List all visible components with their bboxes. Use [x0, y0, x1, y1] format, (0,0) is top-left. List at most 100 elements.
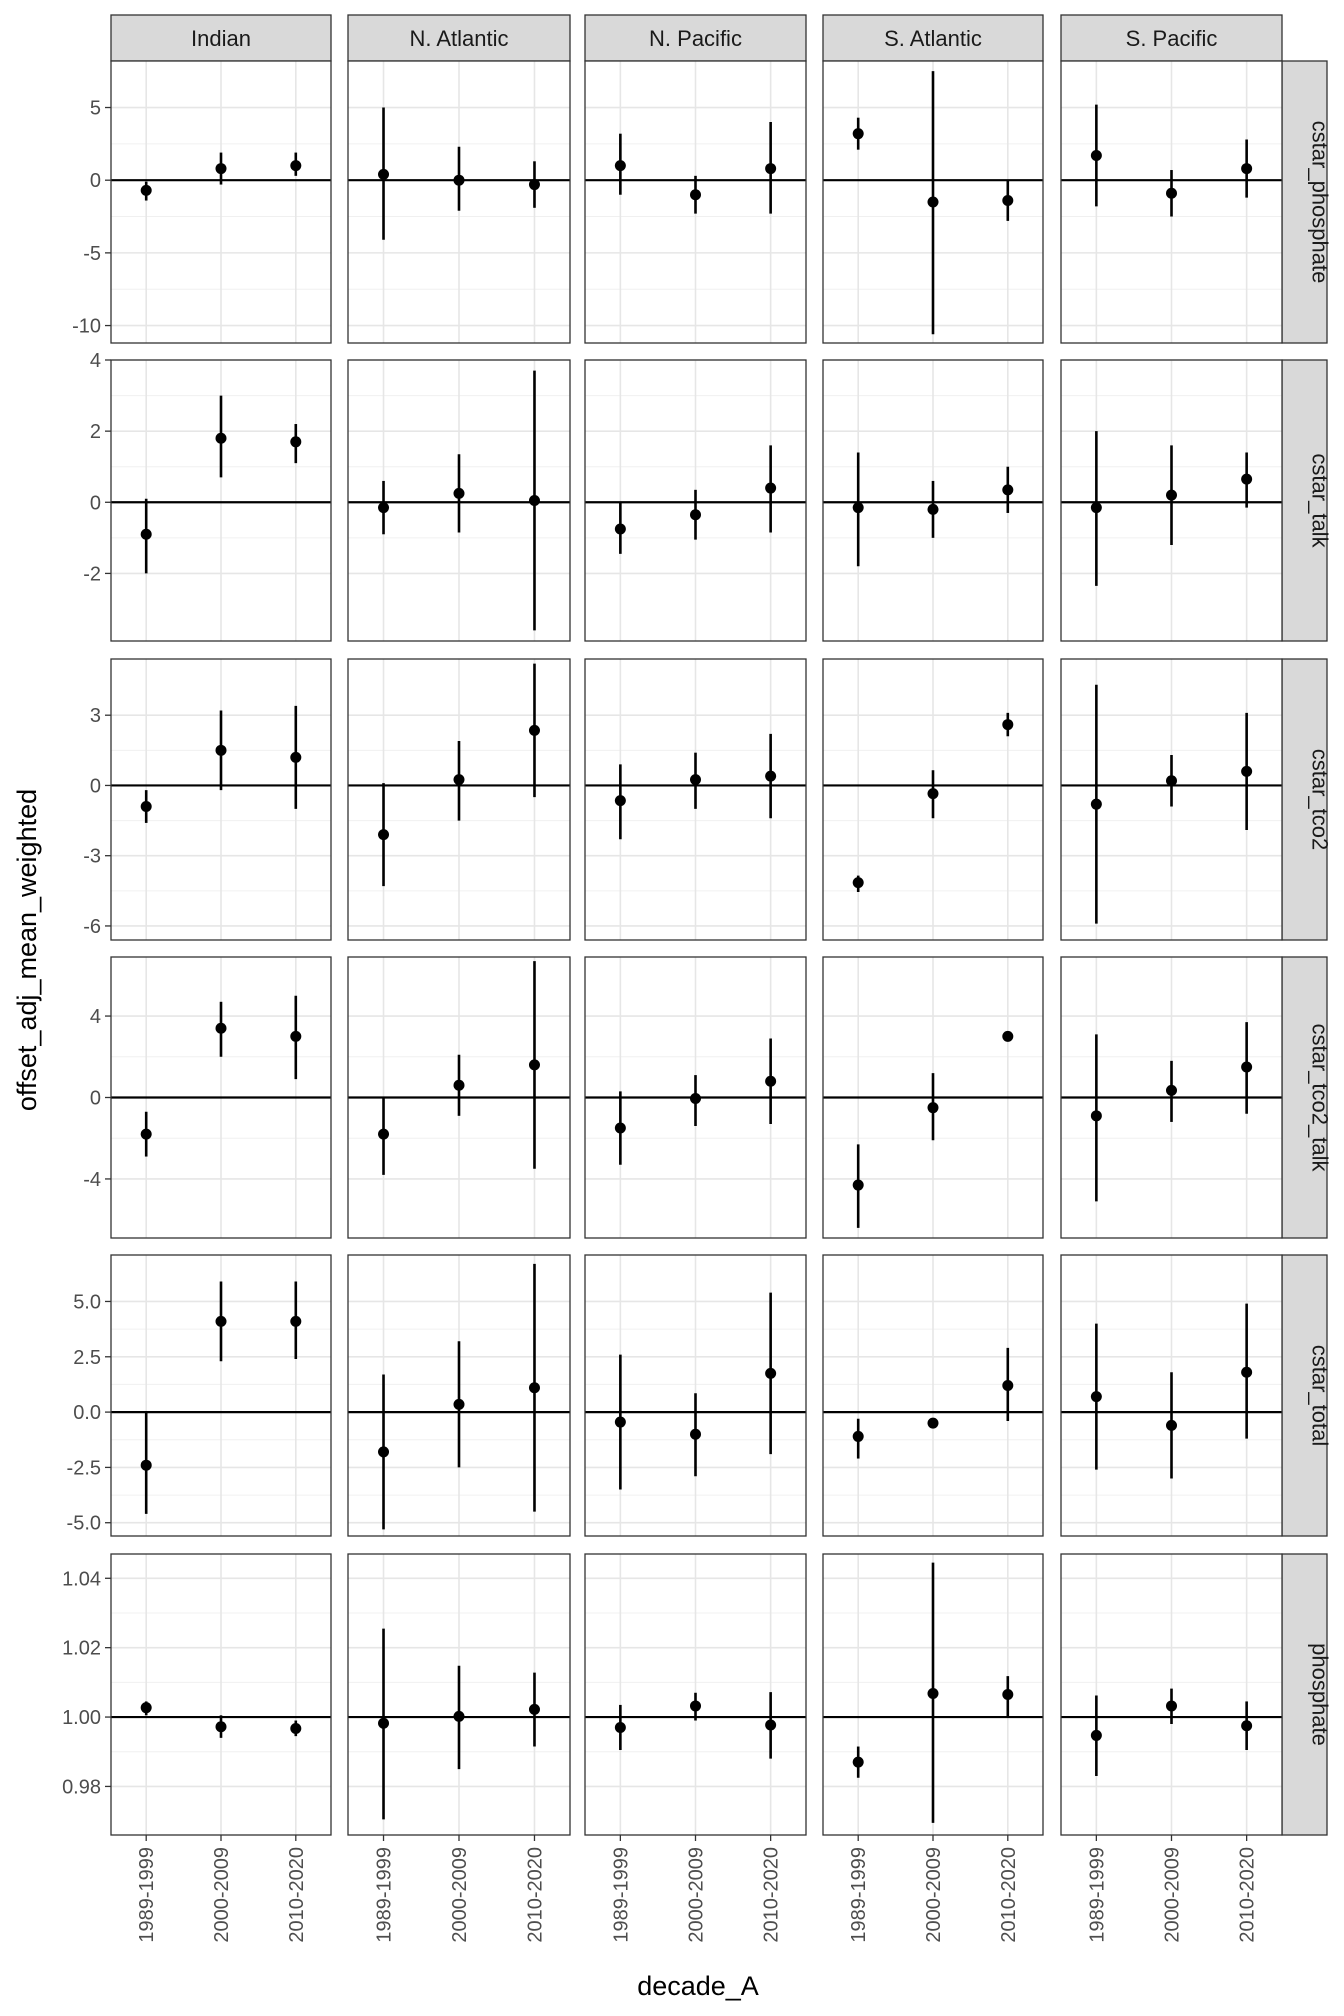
data-point [765, 482, 777, 494]
panel-cstar-phosphate-n-pacific [584, 60, 807, 344]
panel-border [347, 359, 571, 642]
y-tick-label: 4 [90, 1006, 101, 1028]
panel-cstar-tco2-s-atlantic [822, 658, 1044, 941]
y-tick-label: -10 [72, 316, 101, 338]
panel-cstar-total-n-atlantic [347, 1254, 571, 1537]
x-tick-label: 2000-2009 [1162, 1847, 1184, 1943]
row-strip-cstar-phosphate [1281, 60, 1328, 344]
data-point [1166, 489, 1177, 501]
column-strip-indian [110, 14, 332, 62]
data-point [528, 179, 540, 191]
row-strip-cstar-talk [1281, 359, 1328, 642]
y-tick-label: -3 [83, 846, 101, 868]
row-strip-label-cstar-phosphate: cstar_phosphate [1308, 121, 1333, 284]
data-point [140, 801, 152, 813]
data-point [453, 774, 465, 786]
y-tick-label: 5 [90, 98, 101, 120]
data-point [927, 196, 939, 208]
row-strip-label-cstar-tco2-talk: cstar_tco2_talk [1308, 1024, 1333, 1173]
data-point [614, 523, 626, 535]
column-strip-n-pacific [584, 14, 807, 62]
panel-border [822, 658, 1044, 941]
data-point [378, 1446, 390, 1458]
data-point [1166, 1419, 1177, 1431]
row-strip-phosphate [1281, 1553, 1328, 1836]
y-tick-label: 1.04 [62, 1568, 101, 1590]
facet-strips: Indian N. Atlantic N. Pacific S. Atlantic S.… [110, 14, 1333, 1836]
y-tick-label: -4 [83, 1169, 101, 1191]
data-point [140, 1702, 152, 1714]
x-tick-label: 1989-1999 [1086, 1847, 1108, 1943]
panel-cstar-phosphate-indian [110, 60, 332, 344]
y-tick-label: 3 [90, 705, 101, 727]
data-point [290, 1315, 302, 1327]
panel-border [822, 359, 1044, 642]
data-point [765, 1367, 777, 1379]
data-point [140, 1459, 152, 1471]
panel-cstar-tco2-talk-n-pacific [584, 956, 807, 1239]
data-point [690, 1700, 701, 1712]
panel-border [822, 60, 1044, 344]
data-point [290, 751, 302, 763]
data-point [1241, 1366, 1253, 1378]
data-point [614, 1416, 626, 1428]
data-point [1166, 187, 1177, 199]
data-point [215, 163, 227, 175]
data-point [215, 1721, 227, 1733]
data-point [765, 770, 777, 782]
data-point [690, 1428, 701, 1440]
panel-cstar-phosphate-s-pacific [1060, 60, 1283, 344]
data-point [690, 1093, 701, 1105]
data-point [453, 1398, 465, 1410]
data-point [1241, 473, 1253, 485]
x-tick-label: 2010-2020 [524, 1847, 546, 1943]
panel-border [584, 1254, 807, 1537]
column-strip-n-atlantic [347, 14, 571, 62]
panel-border [1060, 956, 1283, 1239]
row-strip-label-cstar-total: cstar_total [1308, 1345, 1333, 1447]
data-point [927, 788, 939, 800]
panel-cstar-tco2-n-pacific [584, 658, 807, 941]
panel-cstar-total-indian [110, 1254, 332, 1537]
data-point [378, 502, 390, 514]
x-tick-label: 2000-2009 [211, 1847, 233, 1943]
y-tick-label: -6 [83, 916, 101, 938]
x-tick-label: 2010-2020 [286, 1847, 308, 1943]
data-point [690, 189, 701, 201]
panel-border [110, 359, 332, 642]
x-tick-label: 2010-2020 [761, 1847, 783, 1943]
data-point [1002, 1380, 1014, 1392]
panel-border [1060, 60, 1283, 344]
x-tick-label: 2010-2020 [998, 1847, 1020, 1943]
panel-cstar-tco2-talk-s-pacific [1060, 956, 1283, 1239]
data-point [1166, 1700, 1177, 1712]
panel-cstar-talk-s-pacific [1060, 359, 1283, 642]
data-point [1090, 502, 1102, 514]
y-tick-label: 0 [90, 1088, 101, 1110]
panel-cstar-tco2-indian [110, 658, 332, 941]
panel-border [1060, 658, 1283, 941]
data-point [852, 1430, 864, 1442]
y-tick-label: 0 [90, 775, 101, 797]
data-point [1002, 484, 1014, 496]
x-tick-label: 2000-2009 [449, 1847, 471, 1943]
row-strip-label-cstar-talk: cstar_talk [1308, 453, 1333, 548]
column-strip-label-n-atlantic: N. Atlantic [409, 26, 508, 51]
y-tick-label: -2.5 [67, 1457, 101, 1479]
data-point [140, 184, 152, 196]
panel-cstar-talk-n-pacific [584, 359, 807, 642]
data-point [290, 160, 302, 172]
panel-border [584, 60, 807, 344]
y-tick-label: 0 [90, 170, 101, 192]
panel-cstar-phosphate-s-atlantic [822, 60, 1044, 344]
column-strip-label-indian: Indian [191, 26, 251, 51]
data-point [1090, 1391, 1102, 1403]
data-point [1090, 1110, 1102, 1122]
panel-border [584, 956, 807, 1239]
data-point [1002, 195, 1014, 207]
panel-cstar-tco2-n-atlantic [347, 658, 571, 941]
panel-border [584, 359, 807, 642]
panel-phosphate-indian [110, 1553, 332, 1836]
data-point [1090, 149, 1102, 161]
data-point [614, 160, 626, 172]
